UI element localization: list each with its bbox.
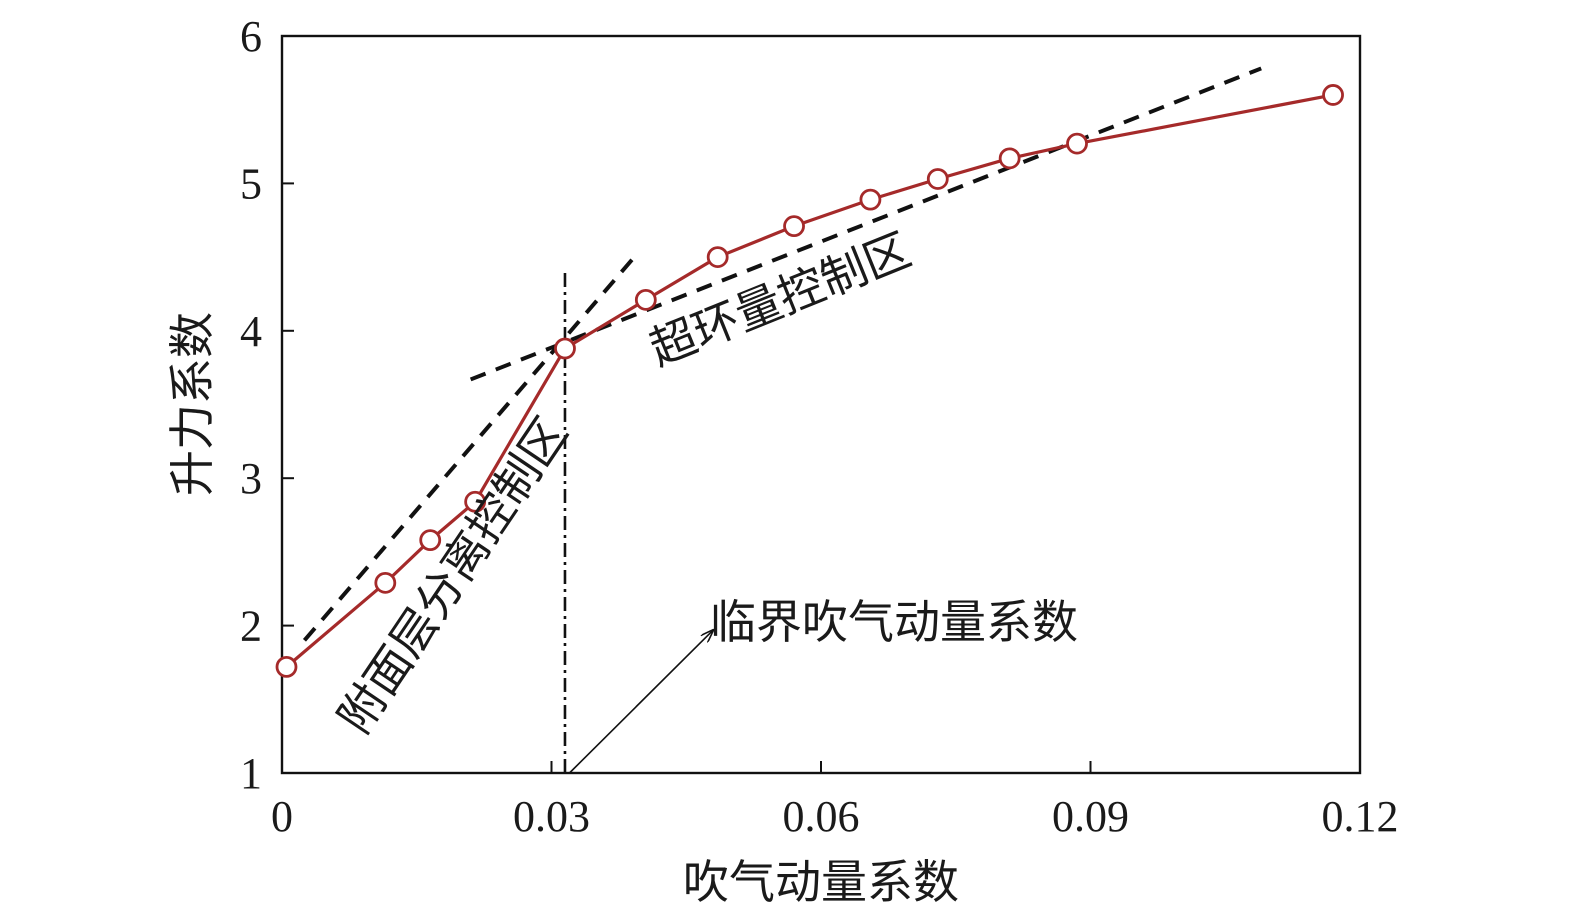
y-tick-label: 2	[240, 602, 262, 651]
data-point	[998, 147, 1021, 170]
plot-frame	[280, 34, 1362, 775]
y-tick-label: 1	[240, 749, 262, 798]
y-tick-label: 5	[240, 159, 262, 208]
data-point	[374, 571, 397, 594]
data-point	[464, 490, 487, 513]
separation-region-label: 附面层分离控制区	[329, 409, 577, 743]
data-point	[554, 337, 576, 360]
y-tick-labels: 1 2 3 4 5 6	[240, 12, 262, 798]
data-point	[275, 655, 298, 678]
critical-coefficient-label: 临界吹气动量系数	[710, 597, 1078, 648]
circulation-region-label: 超环量控制区	[643, 224, 918, 375]
tick-marks	[282, 182, 1092, 773]
data-point	[1066, 132, 1088, 155]
x-tick-labels: 0 0.03 0.06 0.09 0.12	[271, 792, 1399, 841]
x-tick-label: 0.06	[783, 792, 860, 841]
data-point	[419, 529, 442, 552]
y-tick-label: 3	[240, 454, 262, 503]
y-axis-label: 升力系数	[167, 312, 218, 496]
data-point	[1322, 84, 1344, 106]
x-tick-label: 0	[271, 792, 293, 841]
data-point	[926, 168, 949, 190]
y-tick-label: 4	[240, 307, 262, 356]
x-tick-label: 0.12	[1322, 792, 1399, 841]
series-group	[275, 84, 1344, 678]
data-point	[859, 188, 882, 211]
data-point	[634, 288, 657, 311]
data-point	[783, 215, 805, 238]
reference-lines	[302, 66, 1262, 773]
x-tick-label: 0.09	[1052, 792, 1129, 841]
x-axis-label: 吹气动量系数	[683, 857, 959, 908]
x-tick-label: 0.03	[513, 792, 590, 841]
trend-line	[302, 252, 639, 642]
data-point	[706, 246, 729, 269]
critical-arrow	[568, 630, 713, 774]
y-tick-label: 6	[240, 12, 262, 61]
